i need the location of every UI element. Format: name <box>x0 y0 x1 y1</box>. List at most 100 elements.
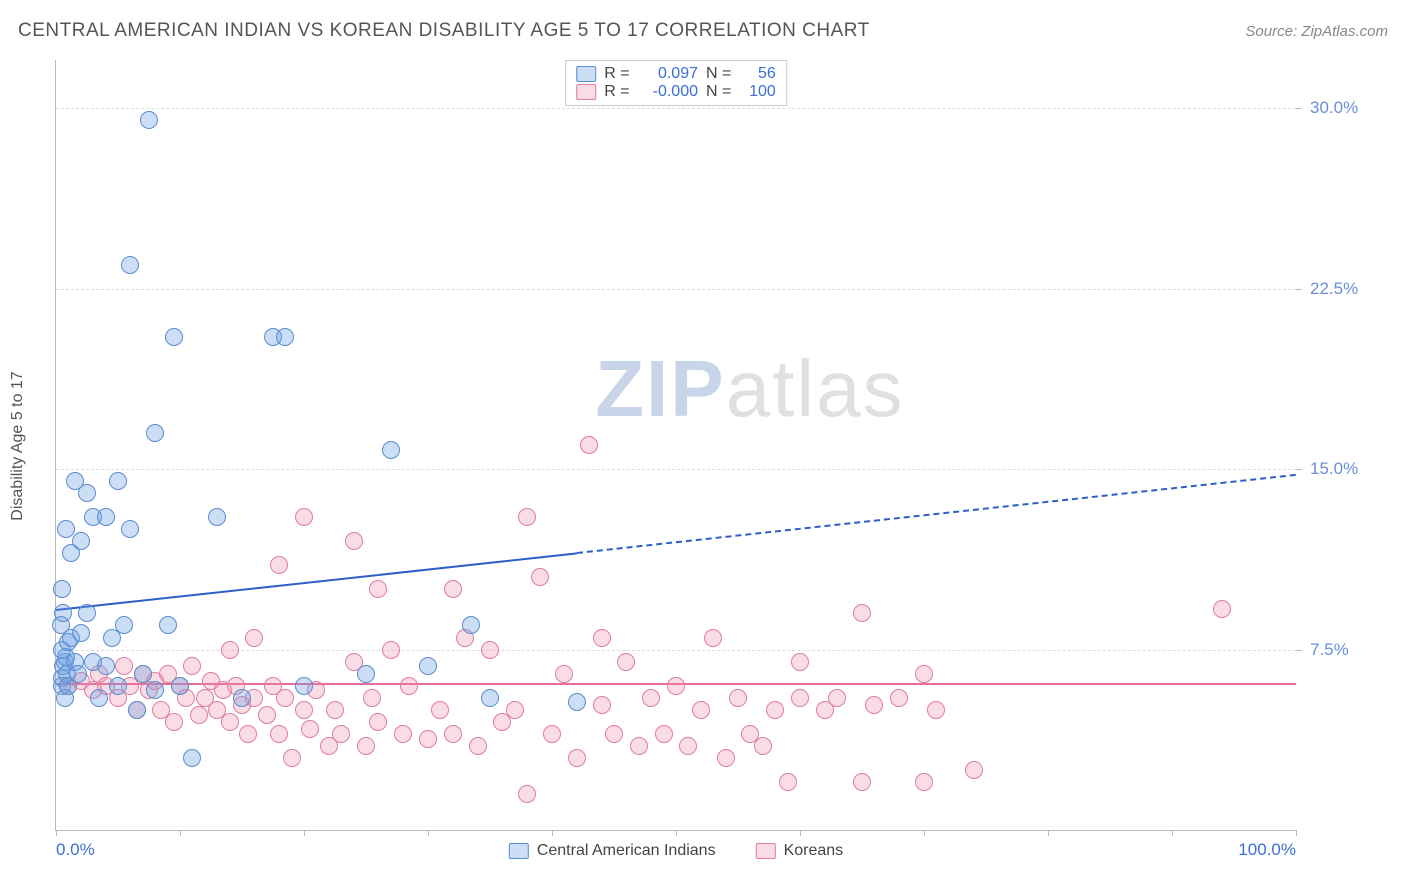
legend-swatch-0 <box>576 66 596 82</box>
data-point <box>593 629 611 647</box>
correlation-legend: R = 0.097 N = 56 R = -0.000 N = 100 <box>565 60 787 106</box>
series-legend: Central American Indians Koreans <box>509 842 843 860</box>
x-tick <box>1172 830 1173 836</box>
chart-title: CENTRAL AMERICAN INDIAN VS KOREAN DISABI… <box>18 20 870 42</box>
data-point <box>90 689 108 707</box>
data-point <box>183 657 201 675</box>
gridline <box>56 108 1296 109</box>
data-point <box>754 737 772 755</box>
trend-line <box>577 474 1296 554</box>
data-point <box>121 520 139 538</box>
data-point <box>57 520 75 538</box>
data-point <box>369 580 387 598</box>
data-point <box>165 328 183 346</box>
data-point <box>568 693 586 711</box>
data-point <box>617 653 635 671</box>
trend-line <box>56 552 577 611</box>
data-point <box>630 737 648 755</box>
data-point <box>400 677 418 695</box>
data-point <box>345 532 363 550</box>
x-tick <box>1296 830 1297 836</box>
x-tick <box>428 830 429 836</box>
data-point <box>679 737 697 755</box>
data-point <box>208 508 226 526</box>
data-point <box>66 472 84 490</box>
x-tick <box>552 830 553 836</box>
legend-item-0: Central American Indians <box>509 842 716 860</box>
legend-swatch-bottom-0 <box>509 843 529 859</box>
data-point <box>692 701 710 719</box>
data-point <box>332 725 350 743</box>
y-tick <box>1296 289 1302 290</box>
data-point <box>369 713 387 731</box>
data-point <box>431 701 449 719</box>
data-point <box>159 616 177 634</box>
gridline <box>56 650 1296 651</box>
x-tick-label: 0.0% <box>56 840 95 860</box>
data-point <box>121 256 139 274</box>
data-point <box>766 701 784 719</box>
data-point <box>915 665 933 683</box>
x-tick <box>180 830 181 836</box>
data-point <box>791 689 809 707</box>
data-point <box>54 604 72 622</box>
n-value-0: 56 <box>744 65 776 83</box>
data-point <box>667 677 685 695</box>
n-value-1: 100 <box>744 83 776 101</box>
data-point <box>295 701 313 719</box>
data-point <box>72 532 90 550</box>
data-point <box>543 725 561 743</box>
data-point <box>146 424 164 442</box>
data-point <box>717 749 735 767</box>
y-tick-label: 22.5% <box>1310 279 1358 299</box>
data-point <box>481 689 499 707</box>
data-point <box>53 580 71 598</box>
data-point <box>270 556 288 574</box>
data-point <box>481 641 499 659</box>
r-value-1: -0.000 <box>642 83 698 101</box>
data-point <box>729 689 747 707</box>
watermark: ZIPatlas <box>595 343 904 435</box>
y-tick <box>1296 650 1302 651</box>
data-point <box>593 696 611 714</box>
data-point <box>518 508 536 526</box>
data-point <box>890 689 908 707</box>
data-point <box>146 681 164 699</box>
data-point <box>518 785 536 803</box>
legend-row-series-0: R = 0.097 N = 56 <box>576 65 776 83</box>
data-point <box>115 657 133 675</box>
legend-swatch-1 <box>576 84 596 100</box>
data-point <box>469 737 487 755</box>
data-point <box>128 701 146 719</box>
gridline <box>56 469 1296 470</box>
data-point <box>221 713 239 731</box>
r-value-0: 0.097 <box>642 65 698 83</box>
data-point <box>239 725 257 743</box>
data-point <box>642 689 660 707</box>
data-point <box>326 701 344 719</box>
x-tick <box>304 830 305 836</box>
y-tick <box>1296 108 1302 109</box>
data-point <box>791 653 809 671</box>
data-point <box>245 629 263 647</box>
data-point <box>506 701 524 719</box>
data-point <box>531 568 549 586</box>
data-point <box>927 701 945 719</box>
data-point <box>568 749 586 767</box>
data-point <box>115 616 133 634</box>
y-tick-label: 7.5% <box>1310 640 1349 660</box>
x-tick <box>56 830 57 836</box>
data-point <box>276 328 294 346</box>
data-point <box>853 773 871 791</box>
data-point <box>580 436 598 454</box>
data-point <box>295 677 313 695</box>
data-point <box>779 773 797 791</box>
data-point <box>276 689 294 707</box>
data-point <box>140 111 158 129</box>
data-point <box>134 665 152 683</box>
y-tick-label: 15.0% <box>1310 459 1358 479</box>
data-point <box>258 706 276 724</box>
data-point <box>78 604 96 622</box>
data-point <box>828 689 846 707</box>
x-tick <box>676 830 677 836</box>
